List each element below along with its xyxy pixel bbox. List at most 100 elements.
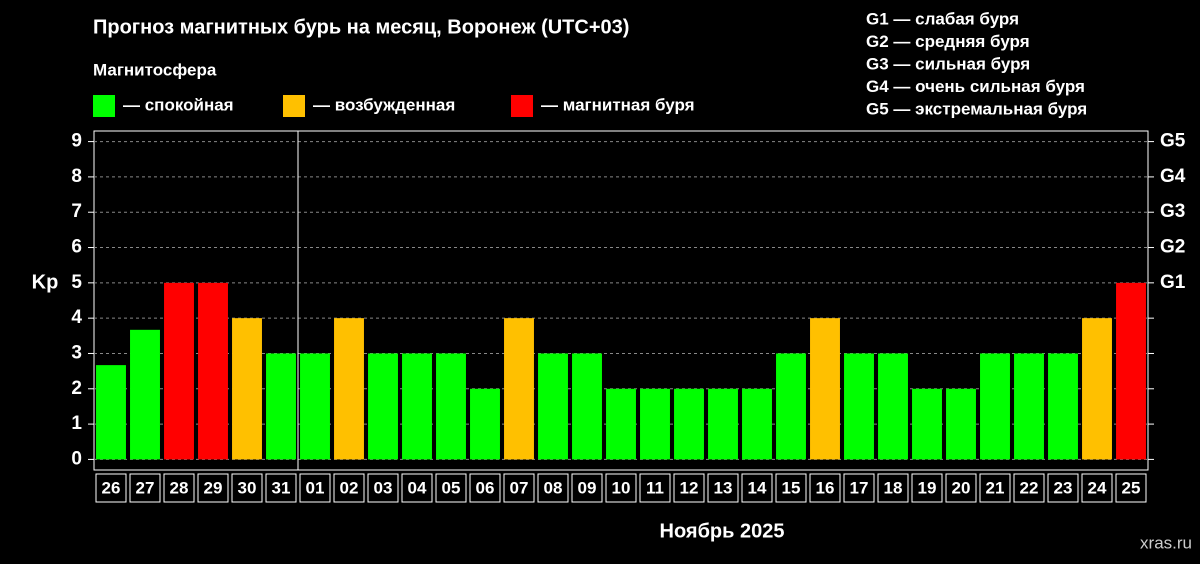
x-tick-label: 03 [374,478,393,497]
bar [878,353,908,460]
bar [300,353,330,460]
bar [504,318,534,460]
y2-tick-label: G4 [1160,166,1186,187]
legend-title: Магнитосфера [93,60,217,79]
bar [198,282,228,460]
x-tick-box [231,473,263,503]
y-tick-label: 3 [71,342,82,363]
y2-tick-label: G1 [1160,272,1186,293]
legend-label: — возбужденная [313,95,455,114]
legend-label: — магнитная буря [541,95,695,114]
x-tick-box [367,473,399,503]
x-tick-label: 01 [306,478,325,497]
x-tick-box [163,473,195,503]
bar [776,353,806,460]
x-tick-label: 23 [1054,478,1073,497]
y-tick-label: 8 [71,166,82,187]
x-tick-box [299,473,331,503]
x-tick-box [809,473,841,503]
y-tick-label: 4 [71,307,82,328]
x-tick-box [707,473,739,503]
x-tick-box [265,473,297,503]
x-tick-box [775,473,807,503]
bar [96,365,126,460]
scale-note: G3 — сильная буря [866,54,1030,73]
x-tick-label: 28 [170,478,189,497]
bar [130,329,160,460]
x-tick-box [911,473,943,503]
x-tick-box [503,473,535,503]
x-tick-box [741,473,773,503]
chart-title: Прогноз магнитных бурь на месяц, Воронеж… [93,16,629,38]
x-tick-box [435,473,467,503]
x-tick-box [877,473,909,503]
watermark: xras.ru [1140,533,1192,552]
x-tick-label: 04 [408,478,427,497]
x-tick-box [537,473,569,503]
x-tick-label: 25 [1122,478,1141,497]
bar [232,318,262,460]
bar [436,353,466,460]
bar [606,388,636,460]
x-tick-label: 24 [1088,478,1107,497]
x-tick-box [843,473,875,503]
legend-swatch [283,95,305,117]
x-tick-label: 12 [680,478,699,497]
bar [266,353,296,460]
x-tick-box [1013,473,1045,503]
x-tick-label: 13 [714,478,733,497]
bar [640,388,670,460]
bar [912,388,942,460]
x-tick-box [945,473,977,503]
bar [810,318,840,460]
bar [470,388,500,460]
bar [1082,318,1112,460]
bar [572,353,602,460]
x-tick-box [1115,473,1147,503]
bar [402,353,432,460]
x-tick-label: 31 [272,478,291,497]
bar [674,388,704,460]
x-tick-label: 11 [646,478,664,497]
y-tick-label: 5 [71,272,82,293]
y2-tick-label: G2 [1160,237,1185,258]
bar [1116,282,1146,460]
x-tick-box [605,473,637,503]
y-axis-label: Kp [32,271,59,293]
x-tick-label: 22 [1020,478,1039,497]
bar [844,353,874,460]
legend-swatch [511,95,533,117]
bar [708,388,738,460]
y-tick-label: 9 [71,131,82,152]
y-tick-label: 1 [71,413,82,434]
legend-label: — спокойная [123,95,234,114]
x-tick-box [197,473,229,503]
bar [980,353,1010,460]
x-tick-box [1047,473,1079,503]
scale-note: G1 — слабая буря [866,9,1019,28]
x-tick-label: 06 [476,478,495,497]
x-tick-box [571,473,603,503]
x-tick-box [639,473,671,503]
x-tick-box [95,473,127,503]
x-tick-label: 30 [238,478,257,497]
x-tick-box [401,473,433,503]
bar [164,282,194,460]
x-tick-label: 18 [884,478,903,497]
bar [368,353,398,460]
bar [1048,353,1078,460]
bar [334,318,364,460]
x-tick-label: 17 [850,478,869,497]
x-tick-box [129,473,161,503]
x-tick-label: 27 [136,478,155,497]
x-tick-label: 15 [782,478,801,497]
x-tick-box [469,473,501,503]
x-tick-label: 05 [442,478,461,497]
x-tick-label: 10 [612,478,631,497]
y2-tick-label: G3 [1160,201,1185,222]
x-tick-label: 29 [204,478,223,497]
y2-tick-label: G5 [1160,131,1186,152]
x-tick-label: 16 [816,478,835,497]
x-tick-label: 02 [340,478,359,497]
